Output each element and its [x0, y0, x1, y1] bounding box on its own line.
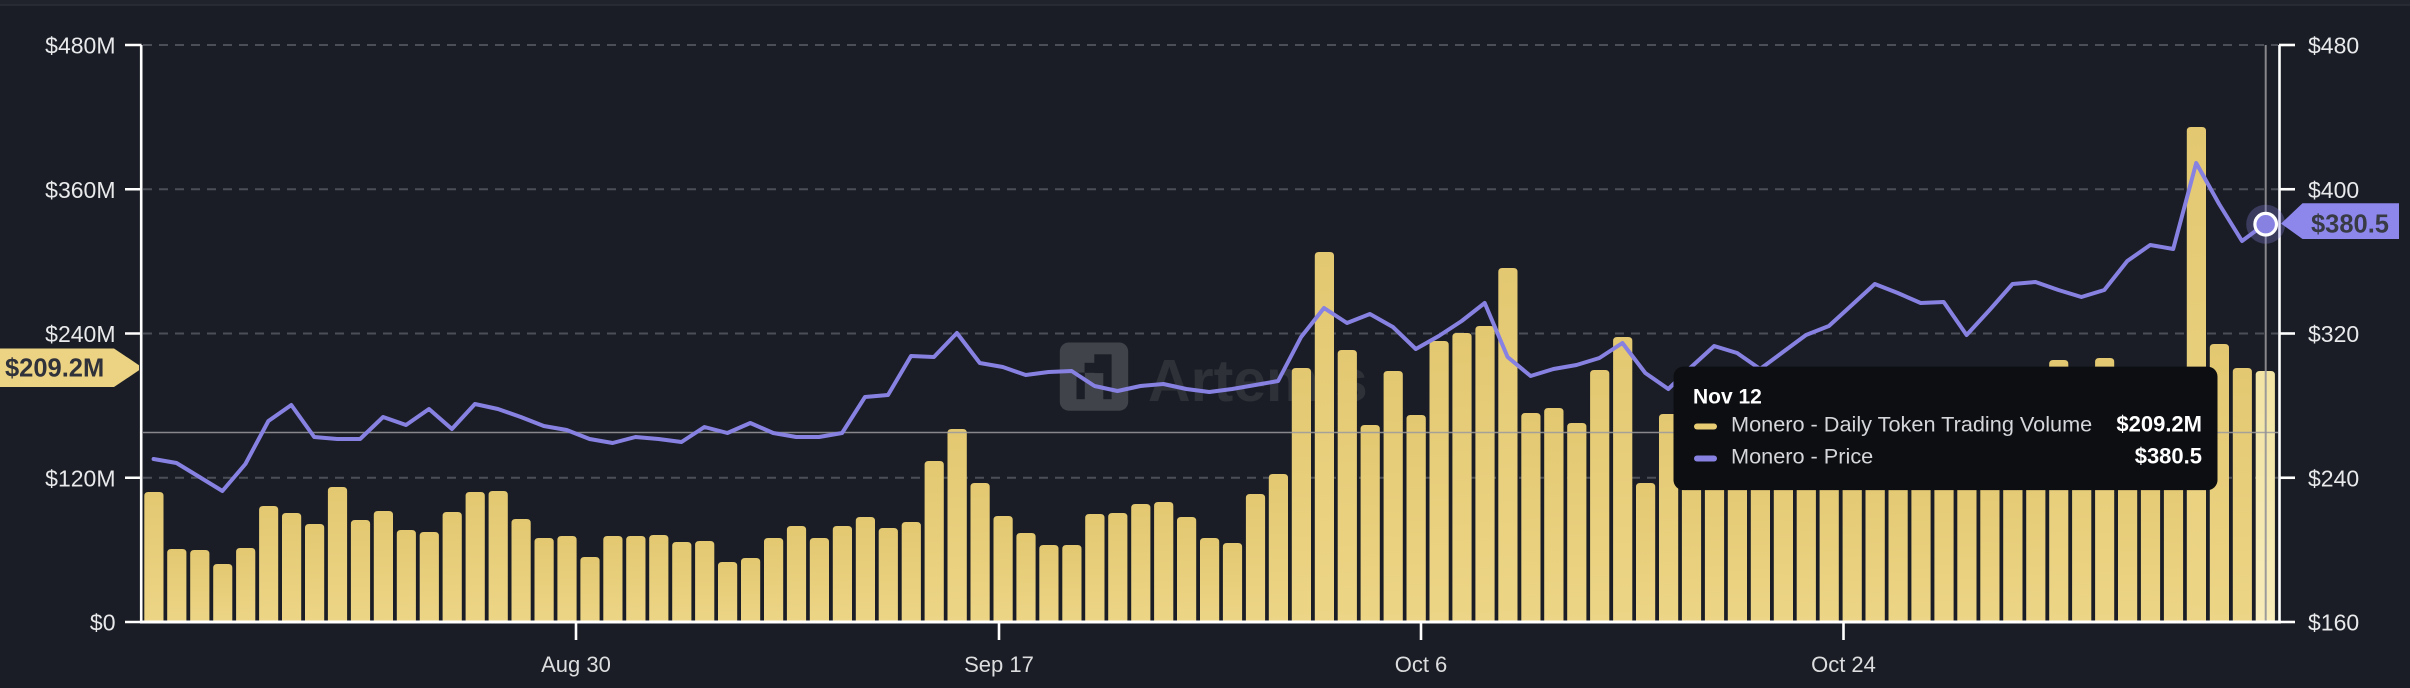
svg-text:$400: $400 — [2308, 177, 2359, 203]
svg-text:Nov 12: Nov 12 — [1693, 386, 1762, 409]
svg-text:$0: $0 — [90, 610, 116, 636]
svg-text:$480: $480 — [2308, 33, 2359, 59]
svg-text:$480M: $480M — [45, 33, 115, 59]
svg-text:$380.5: $380.5 — [2135, 444, 2202, 469]
svg-text:Aug 30: Aug 30 — [541, 652, 611, 677]
svg-text:$209.2M: $209.2M — [2116, 412, 2202, 437]
svg-text:$380.5: $380.5 — [2311, 211, 2389, 239]
svg-text:Monero - Price: Monero - Price — [1731, 444, 1873, 469]
svg-text:$360M: $360M — [45, 177, 115, 203]
svg-text:$240M: $240M — [45, 321, 115, 347]
svg-text:$160: $160 — [2308, 610, 2359, 636]
svg-text:$320: $320 — [2308, 321, 2359, 347]
svg-text:Sep 17: Sep 17 — [964, 652, 1034, 677]
svg-text:Oct 6: Oct 6 — [1395, 652, 1448, 677]
svg-text:Oct 24: Oct 24 — [1811, 652, 1876, 677]
svg-text:Monero - Daily Token Trading V: Monero - Daily Token Trading Volume — [1731, 412, 2092, 437]
svg-text:$209.2M: $209.2M — [5, 355, 104, 383]
svg-text:$120M: $120M — [45, 465, 115, 491]
svg-text:Artemis: Artemis — [1148, 348, 1368, 414]
svg-text:$240: $240 — [2308, 465, 2359, 491]
